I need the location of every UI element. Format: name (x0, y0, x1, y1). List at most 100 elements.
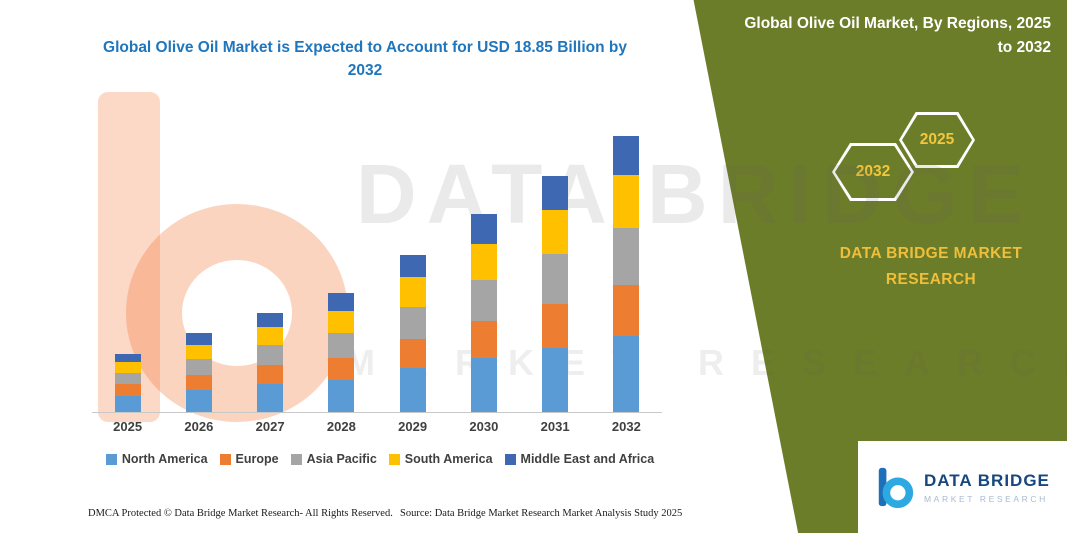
stacked-bar-2031 (542, 176, 569, 412)
hexagon-2025-inner: 2025 (902, 115, 972, 165)
bar-column-2030 (448, 118, 519, 412)
bar-segment (399, 277, 426, 307)
bar-segment (257, 365, 284, 385)
watermark-text-line1: DATA BRIDGE (356, 147, 1034, 241)
legend-label: Asia Pacific (306, 452, 377, 466)
stacked-bar-2032 (613, 136, 640, 412)
legend-swatch (388, 453, 400, 465)
bar-segment (114, 372, 141, 385)
bar-segment (328, 357, 355, 380)
bar-column-2026 (163, 118, 234, 412)
x-tick-label: 2026 (184, 419, 214, 434)
hexagon-2032-inner: 2032 (835, 146, 911, 198)
bar-segment (613, 335, 640, 412)
bar-segment (470, 357, 497, 412)
bar-segment (470, 214, 497, 244)
bar-segment (328, 332, 355, 358)
bar-segment (470, 243, 497, 281)
plot-area (92, 118, 662, 413)
bar-segment (185, 359, 212, 376)
hexagon-2032-label: 2032 (855, 163, 891, 180)
footer-source-text: Source: Data Bridge Market Research Mark… (400, 508, 683, 519)
chart-title: Global Olive Oil Market is Expected to A… (103, 39, 627, 80)
x-tick-label: 2029 (398, 419, 428, 434)
logo-box: DATA BRIDGE MARKET RESEARCH (858, 441, 1067, 533)
bar-segment (399, 338, 426, 369)
bar-segment (470, 321, 497, 358)
x-tick-label: 2025 (113, 419, 143, 434)
logo-text: DATA BRIDGE MARKET RESEARCH (924, 471, 1050, 504)
legend-label: Europe (235, 452, 279, 466)
bar-segment (328, 310, 355, 333)
bar-segment (613, 136, 640, 175)
footer-dmca-text: DMCA Protected © Data Bridge Market Rese… (88, 508, 393, 519)
legend-item: Europe (219, 452, 279, 466)
logo-subtitle: MARKET RESEARCH (924, 493, 1048, 504)
x-tick-label: 2027 (255, 419, 285, 434)
bar-segment (114, 362, 141, 373)
bar-segment (542, 303, 569, 348)
stacked-bar-2030 (470, 214, 497, 412)
panel-brand-text: DATA BRIDGE MARKET RESEARCH (839, 245, 1023, 289)
legend-swatch (504, 453, 516, 465)
bar-column-2029 (377, 118, 448, 412)
bar-segment (185, 333, 212, 345)
bar-segment (328, 379, 355, 412)
bar-segment (542, 347, 569, 412)
legend-swatch (105, 453, 117, 465)
stacked-bar-2026 (185, 333, 212, 412)
x-tick-label: 2028 (326, 419, 356, 434)
legend-label: South America (404, 452, 493, 466)
bar-column-2025 (92, 118, 163, 412)
hexagon-2032: 2032 (832, 143, 914, 201)
legend-label: Middle East and Africa (520, 452, 655, 466)
bar-segment (542, 176, 569, 211)
bar-column-2028 (306, 118, 377, 412)
x-axis-labels: 2025 2026 2027 2028 2029 2030 2031 2032 (92, 419, 662, 434)
bar-segment (257, 327, 284, 345)
bar-segment (328, 293, 355, 311)
bar-segment (185, 344, 212, 360)
bar-segment (399, 368, 426, 412)
bar-segment (542, 253, 569, 304)
hexagon-2025-label: 2025 (919, 131, 955, 148)
bar-segment (470, 280, 497, 322)
legend-swatch (290, 453, 302, 465)
bar-column-2031 (520, 118, 591, 412)
legend-item: North America (105, 452, 208, 466)
stacked-bar-2025 (114, 353, 141, 412)
bar-segment (185, 375, 212, 390)
bar-segment (257, 384, 284, 412)
logo-name: DATA BRIDGE (924, 470, 1050, 490)
stacked-bar-2029 (399, 255, 426, 412)
hexagon-2025: 2025 (899, 112, 975, 168)
bar-segment (257, 344, 284, 366)
bar-segment (399, 306, 426, 339)
bar-segment (613, 174, 640, 228)
bar-segment (185, 390, 212, 412)
legend: North America Europe Asia Pacific South Ame… (78, 452, 682, 466)
legend-item: Asia Pacific (290, 452, 377, 466)
x-tick-label: 2030 (469, 419, 499, 434)
panel-title: Global Olive Oil Market, By Regions, 202… (744, 15, 1051, 57)
bar-segment (114, 384, 141, 396)
bar-segment (613, 284, 640, 336)
bar-segment (399, 255, 426, 278)
bar-column-2032 (591, 118, 662, 412)
data-bridge-logo-icon (878, 467, 914, 508)
x-tick-label: 2031 (540, 419, 570, 434)
stacked-bar-2027 (257, 312, 284, 412)
legend-item: South America (388, 452, 493, 466)
legend-label: North America (121, 452, 208, 466)
legend-item: Middle East and Africa (504, 452, 655, 466)
x-tick-label: 2032 (611, 419, 641, 434)
bar-segment (613, 227, 640, 285)
legend-swatch (219, 453, 231, 465)
watermark-text-line2: MARKET RESEARCH (345, 342, 1067, 383)
stacked-bar-2028 (328, 293, 355, 412)
bar-segment (257, 312, 284, 328)
bar-segment (114, 395, 141, 412)
bar-segment (114, 353, 141, 363)
bar-segment (542, 210, 569, 254)
